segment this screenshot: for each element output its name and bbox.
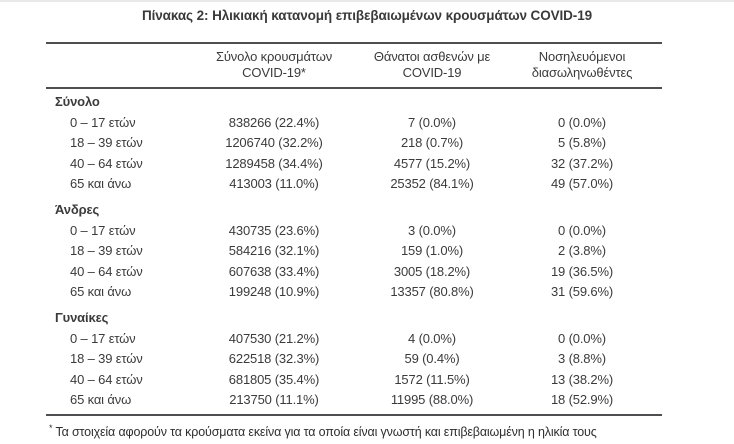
deaths-cell: 3 (0.0%) bbox=[408, 222, 456, 238]
table-row: 65 και άνω 199248 (10.9%) 13357 (80.8%) 31 … bbox=[46, 282, 662, 303]
deaths-cell: 218 (0.7%) bbox=[400, 135, 464, 151]
cases-cell: 407530 (21.2%) bbox=[228, 330, 320, 346]
intubated-cell: 3 (8.8%) bbox=[558, 351, 606, 367]
column-header-deaths-line1: Θάνατοι ασθενών με bbox=[373, 49, 491, 64]
age-label-cell: 18 – 39 ετών bbox=[70, 135, 143, 151]
data-table: Σύνολο κρουσμάτων COVID-19* Θάνατοι ασθε… bbox=[46, 42, 662, 416]
intubated-cell: 19 (36.5%) bbox=[550, 263, 614, 279]
table-row: 40 – 64 ετών 607638 (33.4%) 3005 (18.2%) 19… bbox=[46, 262, 662, 283]
age-label-cell: 0 – 17 ετών bbox=[70, 114, 136, 130]
age-label-cell: 40 – 64 ετών bbox=[70, 155, 143, 171]
table-body: Σύνολο 0 – 17 ετών 838266 (22.4%) 7 (0.0%) 0… bbox=[46, 88, 662, 416]
age-label-cell: 40 – 64 ετών bbox=[70, 263, 143, 279]
age-label-cell: 40 – 64 ετών bbox=[70, 371, 143, 387]
group-name-cell: Γυναίκες bbox=[55, 309, 109, 325]
column-header-deaths: Θάνατοι ασθενών με COVID-19 bbox=[362, 42, 502, 89]
intubated-cell: 0 (0.0%) bbox=[558, 114, 606, 130]
column-header-intubated-line2: διασωληνωθέντες bbox=[531, 65, 633, 80]
age-label-cell: 65 και άνω bbox=[70, 284, 132, 300]
covid-age-distribution-table: Σύνολο κρουσμάτων COVID-19* Θάνατοι ασθε… bbox=[46, 42, 662, 440]
column-header-category bbox=[46, 42, 186, 89]
top-edge-divider bbox=[0, 0, 734, 2]
cases-cell: 584216 (32.1%) bbox=[228, 243, 320, 259]
table-row: 65 και άνω 413003 (11.0%) 25352 (84.1%) 49 … bbox=[46, 174, 662, 195]
table-row: 0 – 17 ετών 430735 (23.6%) 3 (0.0%) 0 (0.0%… bbox=[46, 221, 662, 242]
column-header-cases-line2: COVID-19* bbox=[242, 65, 306, 80]
column-header-intubated: Νοσηλευόμενοι διασωληνωθέντες bbox=[502, 42, 662, 89]
column-header-cases-line1: Σύνολο κρουσμάτων bbox=[215, 49, 333, 64]
cases-cell: 199248 (10.9%) bbox=[228, 284, 320, 300]
footnote-text: Τα στοιχεία αφορούν τα κρούσματα εκείνα … bbox=[55, 425, 597, 440]
cases-cell: 1206740 (32.2%) bbox=[225, 135, 323, 151]
cases-cell: 607638 (33.4%) bbox=[228, 263, 320, 279]
age-label-cell: 18 – 39 ετών bbox=[70, 351, 143, 367]
group-header-row: Γυναίκες bbox=[46, 303, 662, 329]
column-header-intubated-line1: Νοσηλευόμενοι bbox=[538, 49, 626, 64]
table-row: 18 – 39 ετών 1206740 (32.2%) 218 (0.7%) 5 (… bbox=[46, 133, 662, 154]
cases-cell: 838266 (22.4%) bbox=[228, 114, 320, 130]
group-header-row: Άνδρες bbox=[46, 195, 662, 221]
table-row: 18 – 39 ετών 584216 (32.1%) 159 (1.0%) 2 (3… bbox=[46, 241, 662, 262]
table-row: 0 – 17 ετών 838266 (22.4%) 7 (0.0%) 0 (0.0%… bbox=[46, 113, 662, 134]
cases-cell: 681805 (35.4%) bbox=[228, 371, 320, 387]
deaths-cell: 25352 (84.1%) bbox=[390, 176, 474, 192]
intubated-cell: 32 (37.2%) bbox=[550, 155, 614, 171]
deaths-cell: 13357 (80.8%) bbox=[390, 284, 474, 300]
table-row: 18 – 39 ετών 622518 (32.3%) 59 (0.4%) 3 (8.… bbox=[46, 349, 662, 370]
cases-cell: 1289458 (34.4%) bbox=[225, 155, 323, 171]
intubated-cell: 18 (52.9%) bbox=[502, 390, 662, 416]
intubated-cell: 0 (0.0%) bbox=[558, 222, 606, 238]
group-name-cell: Άνδρες bbox=[55, 201, 100, 217]
table-row: 40 – 64 ετών 1289458 (34.4%) 4577 (15.2%) 3… bbox=[46, 154, 662, 175]
age-label-cell: 65 και άνω bbox=[70, 176, 132, 192]
intubated-cell: 49 (57.0%) bbox=[550, 176, 614, 192]
table-caption: Πίνακας 2: Ηλικιακή κατανομή επιβεβαιωμέ… bbox=[141, 8, 593, 23]
table-row: 65 και άνω 213750 (11.1%) 11995 (88.0%) 18 … bbox=[46, 390, 662, 416]
age-label-cell: 18 – 39 ετών bbox=[70, 243, 143, 259]
age-label-cell: 65 και άνω bbox=[46, 390, 186, 416]
deaths-cell: 11995 (88.0%) bbox=[362, 390, 502, 416]
column-header-cases: Σύνολο κρουσμάτων COVID-19* bbox=[186, 42, 362, 89]
cases-cell: 413003 (11.0%) bbox=[229, 176, 319, 192]
cases-cell: 213750 (11.1%) bbox=[186, 390, 362, 416]
cases-cell: 430735 (23.6%) bbox=[228, 222, 320, 238]
intubated-cell: 13 (38.2%) bbox=[550, 371, 614, 387]
deaths-cell: 4577 (15.2%) bbox=[393, 155, 471, 171]
age-label-cell: 0 – 17 ετών bbox=[70, 222, 136, 238]
intubated-cell: 5 (5.8%) bbox=[558, 135, 606, 151]
deaths-cell: 4 (0.0%) bbox=[408, 330, 456, 346]
column-header-deaths-line2: COVID-19 bbox=[402, 65, 462, 80]
deaths-cell: 3005 (18.2%) bbox=[393, 263, 471, 279]
group-header-row: Σύνολο bbox=[46, 88, 662, 113]
deaths-cell: 1572 (11.5%) bbox=[394, 371, 470, 387]
footnote: * Τα στοιχεία αφορούν τα κρούσματα εκείν… bbox=[46, 420, 662, 440]
footnote-marker: * bbox=[49, 422, 53, 433]
intubated-cell: 0 (0.0%) bbox=[558, 330, 606, 346]
deaths-cell: 159 (1.0%) bbox=[400, 243, 464, 259]
table-row: 40 – 64 ετών 681805 (35.4%) 1572 (11.5%) 13… bbox=[46, 370, 662, 391]
group-name-cell: Σύνολο bbox=[55, 94, 100, 109]
cases-cell: 622518 (32.3%) bbox=[228, 351, 320, 367]
intubated-cell: 31 (59.6%) bbox=[550, 284, 614, 300]
age-label-cell: 0 – 17 ετών bbox=[70, 330, 136, 346]
deaths-cell: 59 (0.4%) bbox=[404, 351, 460, 367]
intubated-cell: 2 (3.8%) bbox=[558, 243, 606, 259]
table-header: Σύνολο κρουσμάτων COVID-19* Θάνατοι ασθε… bbox=[46, 42, 662, 89]
deaths-cell: 7 (0.0%) bbox=[408, 114, 456, 130]
table-row: 0 – 17 ετών 407530 (21.2%) 4 (0.0%) 0 (0.0%… bbox=[46, 329, 662, 350]
